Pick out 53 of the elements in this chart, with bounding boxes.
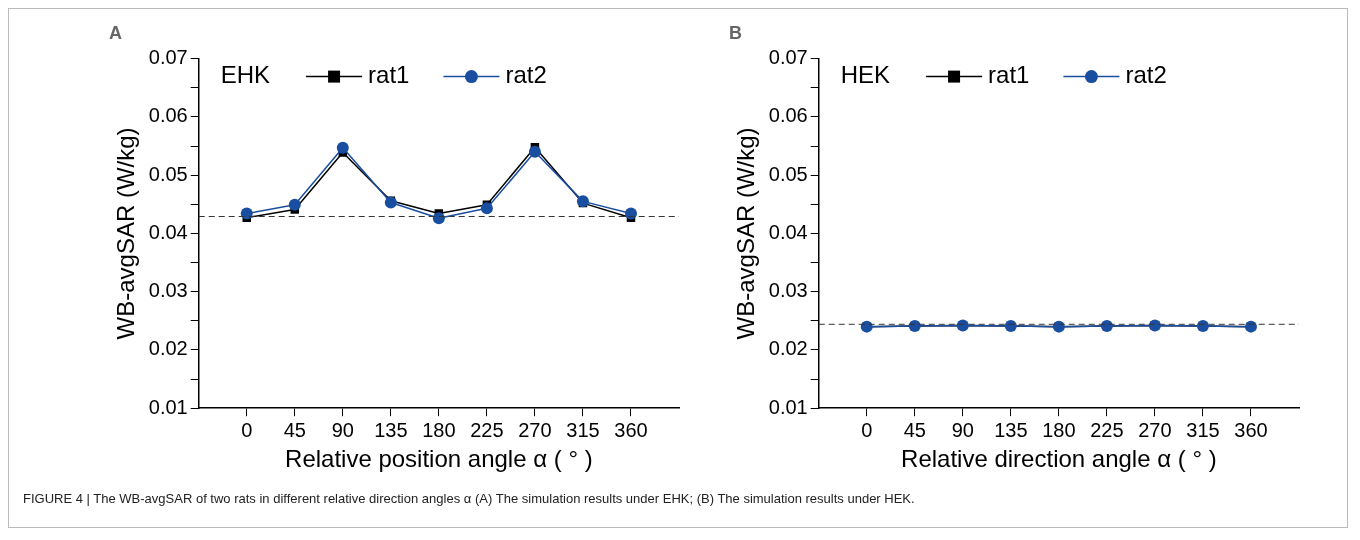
y-tick-label: 0.03 [148, 279, 188, 302]
x-tick-label: 180 [1042, 418, 1076, 441]
x-tick-label: 0 [241, 418, 253, 441]
x-tick-label: 225 [1090, 418, 1124, 441]
x-tick-label: 135 [994, 418, 1028, 441]
y-tick-label: 0.01 [148, 395, 188, 418]
y-tick-label: 0.07 [768, 46, 808, 69]
point [432, 212, 445, 225]
point [528, 145, 541, 158]
chart-title: B [729, 22, 742, 43]
legend-title: EHK [220, 61, 271, 89]
y-tick-label: 0.06 [148, 104, 188, 127]
y-tick-label: 0.06 [768, 104, 808, 127]
y-tick-label: 0.02 [148, 337, 188, 360]
x-tick-label: 0 [861, 418, 873, 441]
chart-title: A [109, 22, 122, 43]
x-tick-label: 270 [518, 418, 552, 441]
legend-label: rat1 [368, 61, 410, 89]
x-axis-title: Relative direction angle α ( ° ) [901, 445, 1217, 473]
legend-label: rat2 [1125, 61, 1167, 89]
x-tick-label: 225 [470, 418, 504, 441]
y-axis-title: WB-avgSAR (W/kg) [112, 127, 140, 340]
legend-title: HEK [840, 61, 891, 89]
y-tick-label: 0.04 [148, 220, 188, 243]
x-tick-label: 360 [614, 418, 648, 441]
point [480, 202, 493, 215]
y-tick-label: 0.02 [768, 337, 808, 360]
x-tick-label: 45 [283, 418, 306, 441]
x-tick-label: 360 [1234, 418, 1268, 441]
y-tick-label: 0.03 [768, 279, 808, 302]
x-tick-label: 135 [374, 418, 408, 441]
x-tick-label: 180 [422, 418, 456, 441]
x-tick-label: 90 [331, 418, 354, 441]
legend-label: rat2 [505, 61, 547, 89]
caption: FIGURE 4 | The WB-avgSAR of two rats in different relative direction angles α (A) The simulation results under EHK; (B) The simulation results under HEK. [23, 491, 915, 506]
point [384, 196, 397, 209]
x-axis-title: Relative position angle α ( ° ) [285, 445, 593, 473]
point [624, 207, 637, 220]
point [240, 207, 253, 220]
legend-label: rat1 [988, 61, 1030, 89]
y-tick-label: 0.04 [768, 220, 808, 243]
y-axis-title: WB-avgSAR (W/kg) [732, 127, 760, 340]
y-tick-label: 0.05 [768, 162, 808, 185]
x-tick-label: 45 [903, 418, 926, 441]
x-tick-label: 315 [1186, 418, 1220, 441]
x-tick-label: 270 [1138, 418, 1172, 441]
x-tick-label: 90 [951, 418, 974, 441]
y-tick-label: 0.05 [148, 162, 188, 185]
x-tick-label: 315 [566, 418, 600, 441]
y-tick-label: 0.01 [768, 395, 808, 418]
point [336, 141, 349, 154]
y-tick-label: 0.07 [148, 46, 188, 69]
point [288, 198, 301, 211]
